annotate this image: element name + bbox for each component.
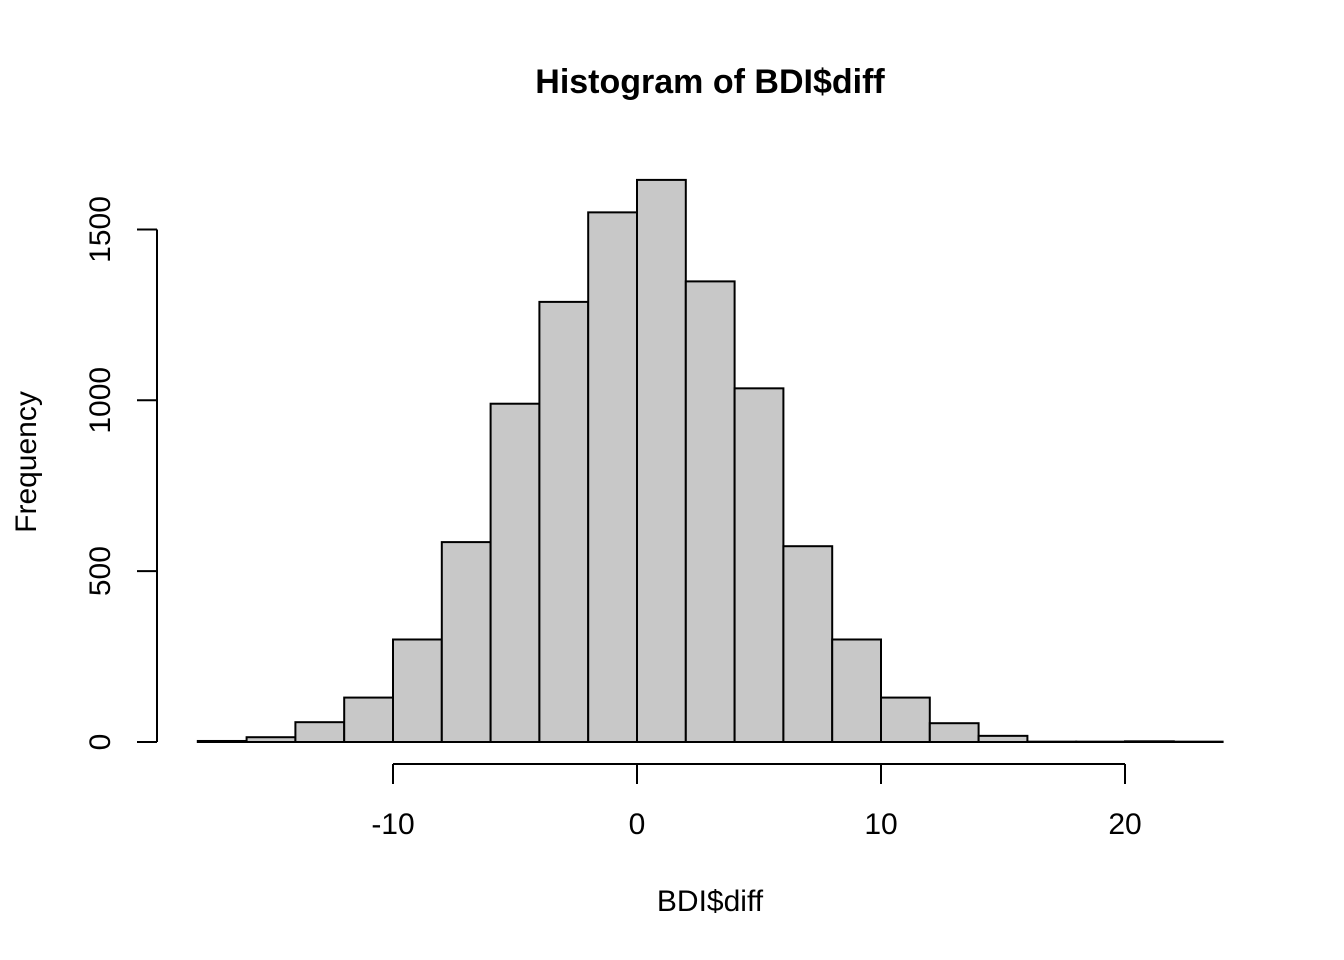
histogram-bar — [684, 280, 736, 743]
y-tick-label: 1000 — [84, 367, 117, 434]
histogram-bar — [538, 300, 590, 743]
histogram-bar — [294, 721, 346, 743]
histogram-bar — [782, 545, 834, 743]
histogram-bar — [928, 722, 980, 743]
histogram-bar — [831, 638, 883, 743]
histogram-bar — [392, 638, 443, 743]
x-axis: -10 0 10 20 — [371, 763, 1142, 841]
y-tick-label: 0 — [84, 734, 117, 751]
y-axis-label: Frequency — [10, 391, 43, 533]
chart-title: Histogram of BDI$diff — [535, 63, 885, 101]
y-tick-label: 500 — [84, 546, 117, 596]
histogram-bar — [489, 402, 541, 743]
x-axis-label: BDI$diff — [657, 885, 764, 918]
x-tick-label: 10 — [864, 808, 897, 841]
x-tick-label: 20 — [1108, 808, 1141, 841]
histogram-bar — [440, 541, 492, 744]
x-tick-label: 0 — [629, 808, 646, 841]
histogram-bar — [587, 211, 639, 744]
histogram-bar — [733, 387, 785, 743]
bars-group — [196, 178, 1224, 744]
y-axis: 0 500 1000 1500 — [84, 196, 158, 751]
y-tick-label: 1500 — [84, 196, 117, 263]
x-tick-label: -10 — [371, 808, 414, 841]
histogram-bar — [636, 178, 687, 743]
histogram-bar — [880, 696, 931, 743]
histogram-bar — [343, 696, 395, 743]
